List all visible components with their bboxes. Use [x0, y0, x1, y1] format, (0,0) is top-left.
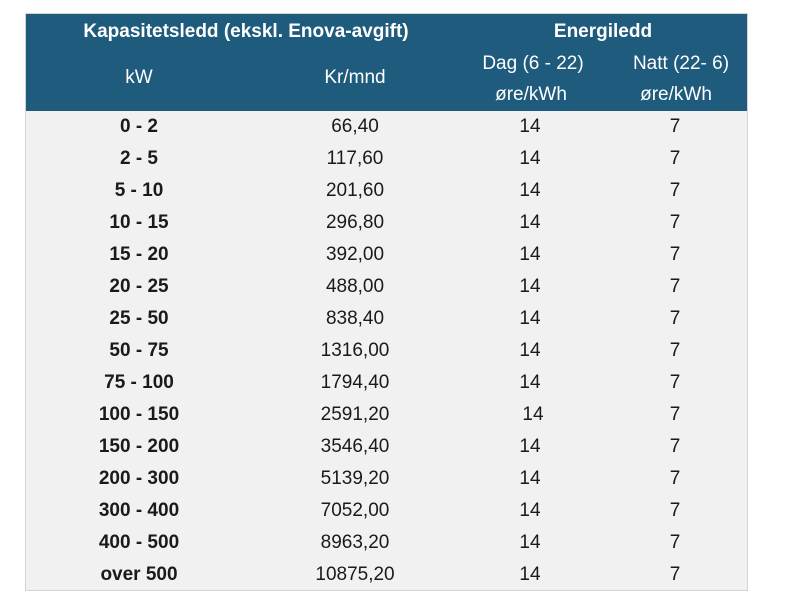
kr-cell: 7052,00 — [320, 500, 390, 521]
dag-unit-label: øre/kWh — [495, 84, 567, 105]
kr-cell: 10875,20 — [315, 564, 395, 585]
natt-unit-label: øre/kWh — [640, 84, 712, 105]
dag-cell: 14 — [519, 116, 541, 137]
dag-cell: 14 — [519, 148, 541, 169]
natt-cell: 7 — [669, 244, 681, 265]
table-row: 15 - 20 392,00 14 7 — [26, 239, 747, 271]
table-row: over 500 10875,20 14 7 — [26, 559, 747, 591]
dag-cell: 14 — [519, 500, 541, 521]
kw-cell: over 500 — [100, 564, 178, 585]
table-row: 75 - 100 1794,40 14 7 — [26, 367, 747, 399]
table-body: 0 - 2 66,40 14 7 2 - 5 117,60 14 7 5 - 1… — [26, 111, 747, 591]
table-row: 25 - 50 838,40 14 7 — [26, 303, 747, 335]
kw-column-header: kW — [125, 67, 153, 88]
table-row: 150 - 200 3546,40 14 7 — [26, 431, 747, 463]
kw-cell: 15 - 20 — [109, 244, 169, 265]
kw-cell: 5 - 10 — [114, 180, 164, 201]
natt-cell: 7 — [669, 468, 681, 489]
dag-cell: 14 — [519, 340, 541, 361]
natt-cell: 7 — [669, 276, 681, 297]
kw-cell: 25 - 50 — [109, 308, 169, 329]
table-row: 20 - 25 488,00 14 7 — [26, 271, 747, 303]
table-row: 0 - 2 66,40 14 7 — [26, 111, 747, 143]
dag-cell: 14 — [522, 404, 544, 425]
kr-cell: 117,60 — [326, 148, 384, 169]
dag-cell: 14 — [519, 180, 541, 201]
natt-cell: 7 — [669, 500, 681, 521]
natt-cell: 7 — [669, 212, 681, 233]
table-row: 2 - 5 117,60 14 7 — [26, 143, 747, 175]
table-row: 200 - 300 5139,20 14 7 — [26, 463, 747, 495]
kw-cell: 50 - 75 — [109, 340, 169, 361]
tariff-table: Kapasitetsledd (ekskl. Enova-avgift) Ene… — [25, 13, 748, 591]
kw-cell: 75 - 100 — [104, 372, 174, 393]
kr-cell: 296,80 — [325, 212, 385, 233]
natt-cell: 7 — [669, 404, 681, 425]
kr-cell: 1794,40 — [320, 372, 390, 393]
table-row: 100 - 150 2591,20 14 7 — [26, 399, 747, 431]
natt-cell: 7 — [669, 532, 681, 553]
dag-cell: 14 — [519, 244, 541, 265]
dag-cell: 14 — [519, 468, 541, 489]
kr-cell: 3546,40 — [320, 436, 390, 457]
natt-cell: 7 — [669, 564, 681, 585]
kr-cell: 8963,20 — [320, 532, 390, 553]
kr-cell: 5139,20 — [320, 468, 390, 489]
natt-cell: 7 — [669, 372, 681, 393]
table-row: 5 - 10 201,60 14 7 — [26, 175, 747, 207]
kr-cell: 488,00 — [325, 276, 385, 297]
dag-cell: 14 — [519, 532, 541, 553]
natt-cell: 7 — [669, 116, 681, 137]
dag-cell: 14 — [519, 436, 541, 457]
kw-cell: 300 - 400 — [98, 500, 180, 521]
energy-title: Energiledd — [553, 21, 653, 42]
kw-cell: 10 - 15 — [109, 212, 169, 233]
kw-cell: 0 - 2 — [119, 116, 159, 137]
natt-cell: 7 — [669, 148, 681, 169]
natt-cell: 7 — [669, 180, 681, 201]
capacity-title: Kapasitetsledd (ekskl. Enova-avgift) — [83, 21, 409, 42]
kr-column-header: Kr/mnd — [324, 67, 386, 88]
kw-cell: 400 - 500 — [98, 532, 180, 553]
kr-cell: 2591,20 — [320, 404, 390, 425]
kw-cell: 200 - 300 — [98, 468, 180, 489]
table-row: 50 - 75 1316,00 14 7 — [26, 335, 747, 367]
table-row: 400 - 500 8963,20 14 7 — [26, 527, 747, 559]
kw-cell: 100 - 150 — [98, 404, 180, 425]
natt-column-header: Natt (22- 6) — [632, 53, 730, 74]
kr-cell: 1316,00 — [320, 340, 390, 361]
kw-cell: 150 - 200 — [98, 436, 180, 457]
kr-cell: 392,00 — [325, 244, 385, 265]
dag-cell: 14 — [519, 564, 541, 585]
kr-cell: 201,60 — [325, 180, 385, 201]
kr-cell: 838,40 — [325, 308, 385, 329]
table-row: 10 - 15 296,80 14 7 — [26, 207, 747, 239]
dag-column-header: Dag (6 - 22) — [482, 53, 584, 74]
table-row: 300 - 400 7052,00 14 7 — [26, 495, 747, 527]
dag-cell: 14 — [519, 276, 541, 297]
dag-cell: 14 — [519, 212, 541, 233]
dag-cell: 14 — [519, 372, 541, 393]
natt-cell: 7 — [669, 340, 681, 361]
dag-cell: 14 — [519, 308, 541, 329]
natt-cell: 7 — [669, 436, 681, 457]
table-header: Kapasitetsledd (ekskl. Enova-avgift) Ene… — [26, 14, 747, 111]
kw-cell: 2 - 5 — [119, 148, 159, 169]
natt-cell: 7 — [669, 308, 681, 329]
kw-cell: 20 - 25 — [109, 276, 169, 297]
kr-cell: 66,40 — [331, 116, 379, 137]
